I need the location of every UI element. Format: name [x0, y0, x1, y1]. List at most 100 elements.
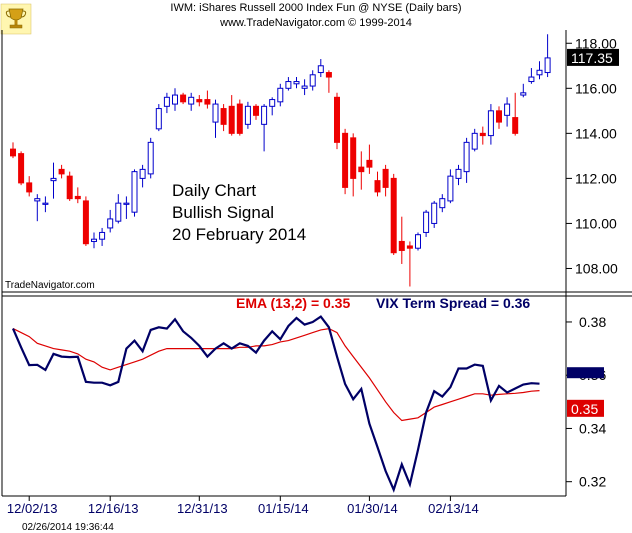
- annotation-line-1: Daily Chart: [172, 181, 256, 200]
- indicator-legend: EMA (13,2) = 0.35 VIX Term Spread = 0.36: [236, 295, 530, 311]
- indicator-y-axis: 0.380.360.340.320.360.35: [566, 314, 606, 490]
- candle: [520, 83, 527, 98]
- candle: [34, 194, 41, 222]
- candle: [431, 200, 438, 228]
- candle-body: [42, 202, 49, 205]
- candle: [66, 171, 73, 201]
- candle: [471, 128, 478, 152]
- candle-body: [155, 108, 162, 130]
- candle-body: [528, 76, 535, 83]
- candle: [317, 59, 324, 78]
- candle-body: [66, 175, 73, 200]
- candle-body: [487, 110, 494, 137]
- candle: [188, 92, 195, 111]
- candle: [398, 216, 405, 264]
- candle: [374, 171, 381, 197]
- candle-body: [277, 87, 284, 103]
- candle: [91, 232, 97, 249]
- candle: [139, 164, 146, 188]
- candle: [334, 92, 340, 150]
- candle: [172, 88, 178, 111]
- candle-body: [423, 211, 430, 233]
- price-tick-label: 112.00: [575, 170, 617, 186]
- candle-body: [406, 245, 413, 249]
- candle: [228, 95, 235, 136]
- candle: [220, 104, 227, 132]
- candle-body: [479, 132, 486, 137]
- annotation-line-3: 20 February 2014: [172, 225, 306, 244]
- candle: [496, 106, 502, 129]
- candle: [180, 92, 187, 105]
- candle-body: [172, 94, 178, 105]
- price-tick-label: 118.00: [575, 35, 617, 51]
- candle: [163, 92, 170, 114]
- candle-body: [204, 99, 211, 105]
- candle: [415, 232, 421, 251]
- candle-body: [325, 72, 332, 78]
- chart-title: IWM: iShares Russell 2000 Index Fun @ NY…: [170, 2, 461, 14]
- candle-body: [317, 65, 324, 74]
- panel-frames: [1, 30, 632, 497]
- candle-body: [504, 103, 511, 116]
- candle: [382, 164, 389, 197]
- candle-body: [342, 132, 349, 188]
- candle: [212, 99, 219, 138]
- candle-body: [220, 108, 227, 125]
- candle: [236, 99, 243, 136]
- candle: [309, 70, 316, 91]
- candle: [390, 173, 397, 255]
- candle-body: [415, 234, 421, 249]
- candle: [406, 241, 413, 287]
- candle-body: [269, 99, 276, 107]
- candle-body: [309, 74, 316, 87]
- chart-header: IWM: iShares Russell 2000 Index Fun @ NY…: [170, 2, 461, 29]
- candle: [293, 77, 300, 89]
- candle-body: [431, 202, 438, 224]
- candle: [74, 187, 81, 204]
- candle: [58, 164, 65, 179]
- candle-body: [82, 200, 89, 245]
- candle-body: [34, 198, 41, 202]
- candle: [123, 196, 130, 219]
- candle-body: [123, 202, 130, 205]
- candle-body: [358, 166, 365, 173]
- candle: [423, 209, 430, 237]
- candle-body: [180, 94, 187, 103]
- candle-body: [115, 202, 122, 222]
- candle: [439, 194, 446, 213]
- candle: [447, 169, 454, 204]
- candle: [487, 104, 494, 145]
- last-vix-label: 0.36: [571, 365, 596, 380]
- candle-body: [212, 103, 219, 123]
- candle: [244, 101, 251, 129]
- candle: [196, 95, 203, 107]
- last-price-box: [567, 48, 619, 66]
- watermark-text: TradeNavigator.com: [5, 280, 95, 291]
- candle-body: [366, 159, 373, 168]
- candle: [18, 151, 25, 186]
- candle: [26, 176, 33, 197]
- last-ema-label: 0.35: [571, 401, 598, 417]
- candle-body: [544, 57, 551, 74]
- candle: [204, 90, 211, 109]
- annotation-line-2: Bullish Signal: [172, 203, 274, 222]
- candle: [366, 144, 373, 174]
- candle: [82, 196, 89, 246]
- candle-body: [334, 96, 340, 143]
- candle: [261, 104, 268, 152]
- candle-body: [261, 105, 268, 125]
- candle: [253, 104, 259, 120]
- candle: [50, 162, 57, 199]
- candle-body: [293, 81, 300, 85]
- candle: [358, 151, 365, 190]
- price-y-axis: 108.00 110.00 112.00 114.00 116.00 118.00117.…: [566, 35, 619, 276]
- legend-vix: VIX Term Spread = 0.36: [376, 295, 530, 311]
- candle-body: [471, 132, 478, 150]
- candle: [10, 142, 16, 159]
- candle: [512, 92, 519, 136]
- candle-body: [285, 81, 292, 89]
- candle-body: [163, 96, 170, 107]
- candle: [131, 169, 138, 217]
- date-tick-label: 01/30/14: [347, 501, 398, 516]
